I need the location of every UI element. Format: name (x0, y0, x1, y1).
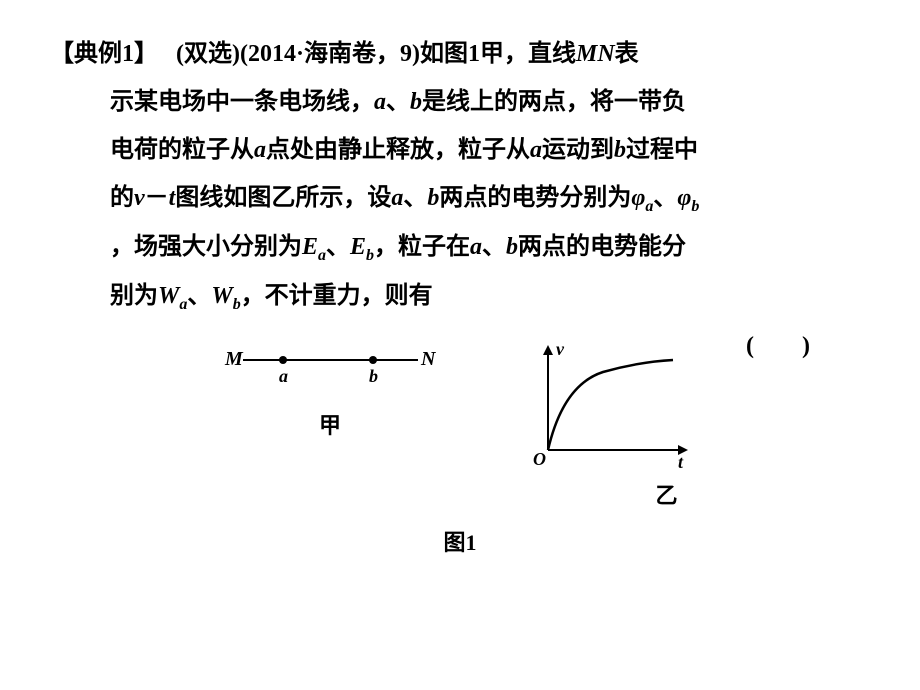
text-sep: 、 (403, 185, 427, 211)
text-part: ，粒子在 (374, 234, 470, 260)
main-figure-caption: 图1 (50, 525, 870, 557)
text-sep: 、 (386, 89, 410, 115)
label-v: v (556, 340, 565, 359)
text-sep: 、 (187, 283, 211, 309)
text-part: 是线上的两点，将一带负 (422, 89, 686, 115)
sub-b: b (691, 198, 699, 215)
label-O: O (533, 449, 546, 469)
var-a: a (391, 185, 403, 211)
var-b: b (506, 234, 518, 260)
text-part: 如图1甲，直线 (420, 41, 576, 67)
var-a: a (470, 234, 482, 260)
text-sep: 、 (326, 234, 350, 260)
sub-a: a (318, 247, 326, 264)
diagram-jia: M N a b (223, 340, 438, 400)
problem-line4: 的v－t图线如图乙所示，设a、b两点的电势分别为φa、φb (50, 174, 870, 223)
example-label: 【典例1】 (50, 41, 146, 67)
y-arrow-icon (543, 345, 553, 355)
sub-b: b (366, 247, 374, 264)
figure-2-wrapper: v t O 乙 (518, 340, 698, 510)
text-part: 运动到 (542, 137, 614, 163)
paren-close: ) (802, 333, 810, 359)
var-phi: φ (631, 185, 645, 211)
text-part: 的 (110, 185, 134, 211)
text-part: 点处由静止释放，粒子从 (266, 137, 530, 163)
var-W: W (158, 283, 179, 309)
label-a: a (279, 366, 288, 386)
sub-b: b (233, 295, 241, 312)
var-W: W (211, 283, 232, 309)
problem-line6: 别为Wa、Wb，不计重力，则有 (50, 272, 870, 321)
text-part: 过程中 (626, 137, 698, 163)
dot-a (279, 356, 287, 364)
var-E: E (350, 234, 366, 260)
text-sep: 、 (482, 234, 506, 260)
problem-line3: 电荷的粒子从a点处由静止释放，粒子从a运动到b过程中 (50, 126, 870, 174)
problem-header: 【典例1】 (双选)(2014·海南卷，9)如图1甲，直线MN表 (50, 30, 870, 78)
problem-line2: 示某电场中一条电场线，a、b是线上的两点，将一带负 (50, 78, 870, 126)
text-part: 表 (615, 41, 639, 67)
text-part: ，场强大小分别为 (110, 234, 302, 260)
text-part: 电荷的粒子从 (110, 137, 254, 163)
source-info: (双选)(2014·海南卷，9) (176, 41, 420, 67)
var-a: a (374, 89, 386, 115)
vt-curve (548, 360, 673, 450)
diagram-yi: v t O (518, 340, 698, 470)
label-b: b (369, 366, 378, 386)
text-part: 别为 (110, 283, 158, 309)
figure-1-wrapper: M N a b 甲 (223, 340, 438, 440)
var-b: b (410, 89, 422, 115)
var-E: E (302, 234, 318, 260)
text-part: 图线如图乙所示，设 (175, 185, 391, 211)
label-M: M (224, 348, 244, 370)
var-b: b (614, 137, 626, 163)
var-MN: MN (576, 41, 615, 67)
var-v: v (134, 185, 145, 211)
label-t: t (678, 452, 684, 470)
text-dash: － (145, 185, 169, 211)
text-sep: 、 (653, 185, 677, 211)
dot-b (369, 356, 377, 364)
figure2-caption: 乙 (655, 478, 677, 510)
text-part: 示某电场中一条电场线， (110, 89, 374, 115)
text-part: ，不计重力，则有 (241, 283, 433, 309)
label-N: N (420, 348, 437, 370)
text-part: 两点的电势能分 (518, 234, 686, 260)
var-a: a (530, 137, 542, 163)
var-b: b (427, 185, 439, 211)
var-a: a (254, 137, 266, 163)
text-part: 两点的电势分别为 (439, 185, 631, 211)
problem-line5: ，场强大小分别为Ea、Eb，粒子在a、b两点的电势能分 (50, 223, 870, 272)
var-phi: φ (677, 185, 691, 211)
figures-container: M N a b 甲 v t O 乙 (50, 340, 870, 510)
figure1-caption: 甲 (319, 408, 341, 440)
paren-open: ( (746, 333, 754, 359)
